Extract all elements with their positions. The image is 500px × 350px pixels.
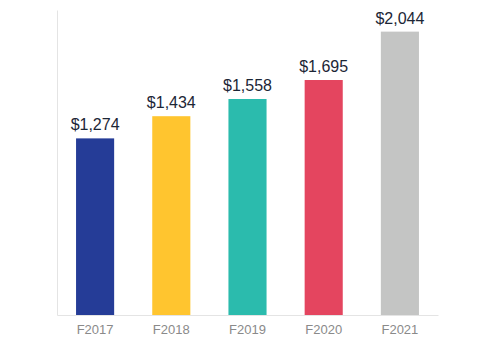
x-tick-label: F2021 <box>381 322 418 337</box>
x-tick-label: F2017 <box>77 322 114 337</box>
data-label: $1,558 <box>223 77 272 94</box>
chart: F2017F2018F2019F2020F2021$1,274$1,434$1,… <box>0 0 500 350</box>
data-label: $2,044 <box>375 10 424 27</box>
x-axis-line <box>58 315 439 316</box>
y-axis-line <box>57 11 58 316</box>
x-tick: F2020 <box>305 315 342 337</box>
data-labels: $1,274 $1,434 $1,558 $1,695 $2,044 <box>71 10 425 134</box>
x-tick-label: F2018 <box>153 322 190 337</box>
x-tick: F2018 <box>153 315 190 337</box>
x-tick: F2019 <box>229 315 266 337</box>
x-tick-label: F2019 <box>229 322 266 337</box>
y-axis <box>57 11 58 316</box>
bar <box>381 32 419 315</box>
x-axis: F2017 F2018 F2019 F2020 F2021 <box>58 315 439 337</box>
data-label: $1,274 <box>71 116 120 133</box>
x-tick: F2017 <box>77 315 114 337</box>
bar <box>76 138 114 315</box>
x-tick: F2021 <box>381 315 418 337</box>
data-label: $1,695 <box>299 58 348 75</box>
x-tick-label: F2020 <box>305 322 342 337</box>
bar <box>152 116 190 315</box>
bars <box>76 32 419 315</box>
bar <box>228 99 266 315</box>
data-label: $1,434 <box>147 94 196 111</box>
bar <box>305 80 343 315</box>
